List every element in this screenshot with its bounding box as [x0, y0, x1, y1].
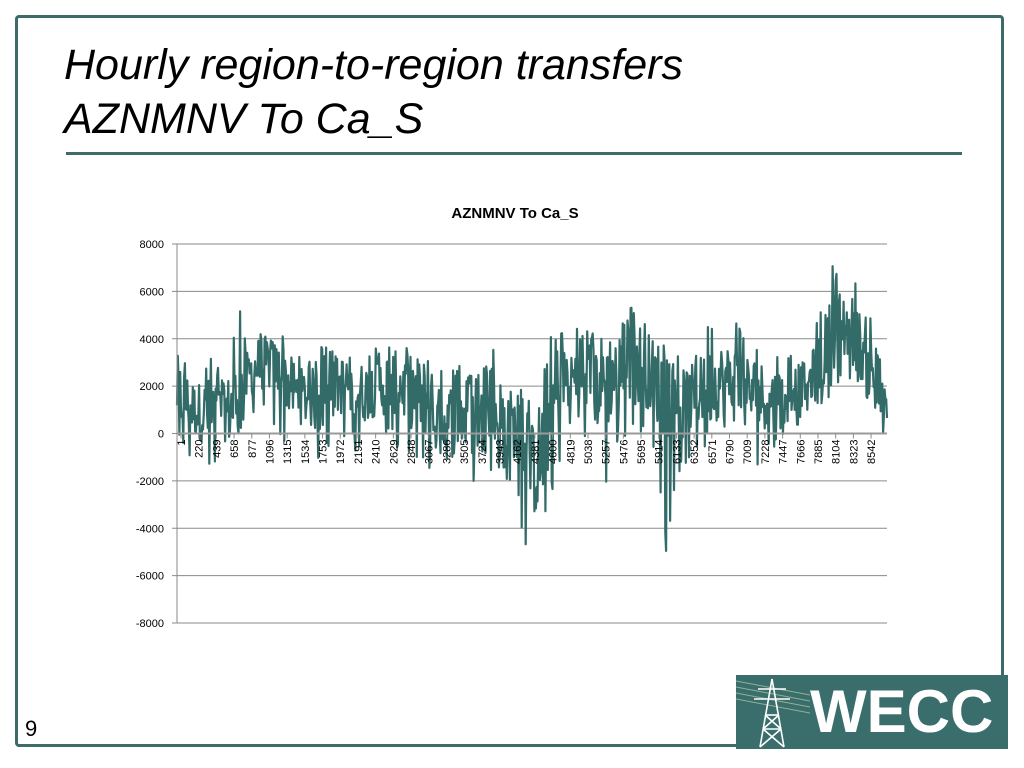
logo-text: WECC	[810, 678, 994, 745]
x-tick-label: 8542	[866, 440, 878, 464]
y-tick-label: 0	[158, 429, 164, 441]
x-tick-label: 6133	[671, 440, 683, 464]
x-tick-label: 7885	[813, 440, 825, 464]
x-tick-label: 220	[194, 440, 206, 458]
x-tick-label: 1096	[265, 440, 277, 464]
x-tick-label: 2848	[406, 440, 418, 464]
x-tick-label: 2629	[388, 440, 400, 464]
y-tick-label: 6000	[140, 286, 164, 298]
x-tick-label: 439	[211, 440, 223, 458]
x-tick-label: 1315	[282, 440, 294, 464]
x-tick-label: 2191	[353, 440, 365, 464]
x-tick-label: 3286	[441, 440, 453, 464]
slide-frame	[15, 15, 1004, 747]
y-tick-label: -2000	[136, 476, 164, 488]
x-tick-label: 5038	[583, 440, 595, 464]
x-tick-label: 7666	[795, 440, 807, 464]
x-tick-label: 1534	[300, 440, 312, 464]
x-tick-label: 8104	[831, 440, 843, 464]
y-tick-label: -6000	[136, 571, 164, 583]
y-tick-label: 4000	[140, 334, 164, 346]
x-tick-label: 4819	[565, 440, 577, 464]
x-axis-ticks: 1 220 439 658 877 1096 1315 1534 1753 1972 2191 241…	[176, 433, 878, 464]
x-tick-label: 2410	[371, 440, 383, 464]
slide-title: Hourly region-to-region transfers AZNMNV…	[64, 38, 683, 146]
x-tick-label: 7228	[760, 440, 772, 464]
x-tick-label: 877	[247, 440, 259, 458]
x-tick-label: 4600	[548, 440, 560, 464]
x-tick-label: 3943	[495, 440, 507, 464]
y-tick-label: -8000	[136, 618, 164, 630]
y-tick-label: -4000	[136, 523, 164, 535]
x-tick-label: 4381	[530, 440, 542, 464]
x-tick-label: 658	[229, 440, 241, 458]
x-tick-label: 4162	[512, 440, 524, 464]
series-line-aznmnv-to-ca-s	[175, 265, 889, 552]
axes	[176, 244, 887, 623]
page-number: 9	[25, 716, 38, 741]
x-tick-label: 3067	[424, 440, 436, 464]
y-axis-ticks: 8000 6000 4000 2000 0 -2000 -4000 -6000 -8000	[136, 239, 164, 630]
x-tick-label: 1972	[335, 440, 347, 464]
y-tick-label: 8000	[140, 239, 164, 251]
x-tick-label: 7447	[778, 440, 790, 464]
x-tick-label: 5257	[601, 440, 613, 464]
x-tick-label: 1	[176, 440, 188, 446]
x-tick-label: 5914	[654, 440, 666, 464]
chart-title: AZNMNV To Ca_S	[451, 205, 578, 222]
slide-title-line2: AZNMNV To Ca_S	[64, 95, 424, 143]
y-tick-label: 2000	[140, 381, 164, 393]
x-tick-label: 6790	[725, 440, 737, 464]
wecc-logo: WECC	[736, 675, 1008, 749]
x-tick-label: 1753	[318, 440, 330, 464]
series-layer	[175, 265, 889, 552]
x-tick-label: 3724	[477, 440, 489, 464]
x-tick-label: 6571	[707, 440, 719, 464]
title-underline	[66, 152, 962, 155]
transmission-tower-icon	[736, 678, 810, 748]
x-tick-label: 7009	[742, 440, 754, 464]
slide-title-line1: Hourly region-to-region transfers	[64, 41, 683, 89]
x-tick-label: 8323	[848, 440, 860, 464]
x-tick-label: 5695	[636, 440, 648, 464]
x-tick-label: 5476	[618, 440, 630, 464]
x-tick-label: 6352	[689, 440, 701, 464]
x-tick-label: 3505	[459, 440, 471, 464]
